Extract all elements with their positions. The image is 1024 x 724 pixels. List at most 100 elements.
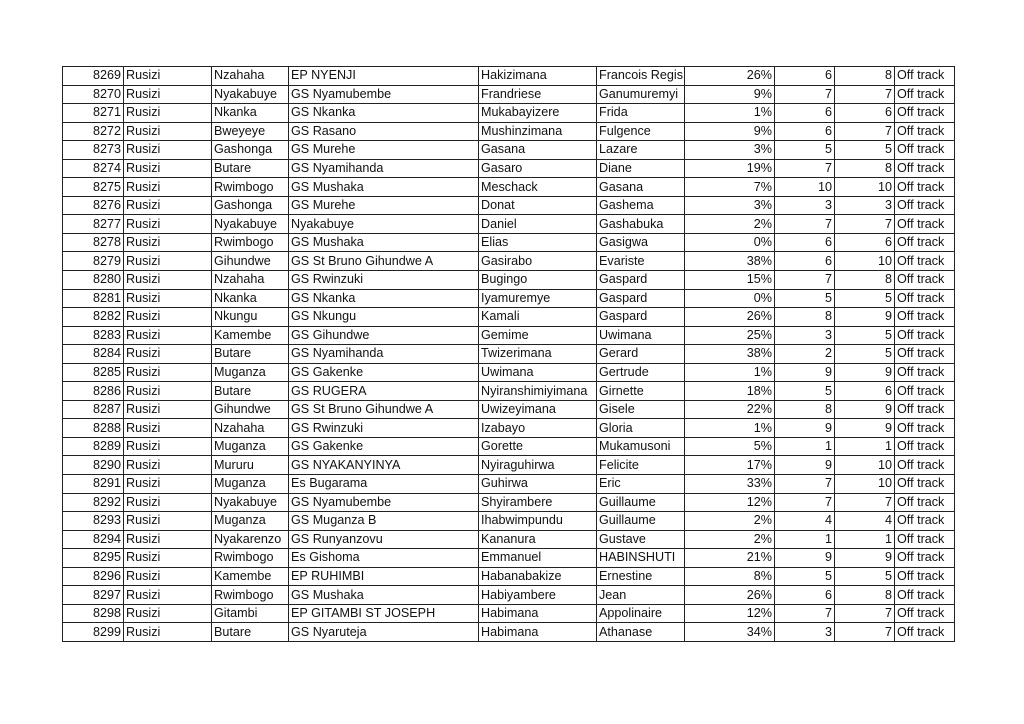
cell-value-1: 7: [774, 603, 835, 624]
table-row: 8298 Rusizi Gitambi EP GITAMBI ST JOSEPH Hab…: [62, 603, 955, 624]
table-row: 8296 Rusizi Kamembe EP RUHIMBI Habanabakize E…: [62, 566, 955, 587]
cell-value-2: 1: [834, 529, 895, 550]
cell-value-2: 6: [834, 232, 895, 253]
cell-status: Off track: [894, 103, 955, 123]
cell-last-name: Gorette: [478, 436, 597, 457]
cell-district: Rusizi: [123, 399, 212, 420]
cell-value-2: 6: [834, 381, 895, 401]
cell-status: Off track: [894, 585, 955, 605]
cell-district: Rusizi: [123, 474, 212, 494]
table-row: 8274 Rusizi Butare GS Nyamihanda Gasaro Diane…: [62, 158, 955, 179]
cell-row-id: 8286: [62, 381, 124, 401]
cell-status: Off track: [894, 436, 955, 457]
table-row: 8293 Rusizi Muganza GS Muganza B Ihabwimpund…: [62, 511, 955, 531]
cell-school: GS Nyamihanda: [288, 158, 479, 179]
cell-value-1: 4: [774, 511, 835, 531]
cell-row-id: 8281: [62, 288, 124, 309]
cell-percent: 38%: [684, 251, 775, 272]
cell-first-name: Mukamusoni: [596, 436, 685, 457]
cell-sector: Rwimbogo: [211, 548, 289, 568]
table-row: 8276 Rusizi Gashonga GS Murehe Donat Gashema 3…: [62, 195, 955, 216]
cell-first-name: Uwimana: [596, 325, 685, 346]
cell-school: GS Nkanka: [288, 288, 479, 309]
table-row: 8271 Rusizi Nkanka GS Nkanka Mukabayizere Fri…: [62, 103, 955, 123]
cell-value-1: 1: [774, 529, 835, 550]
cell-first-name: Guillaume: [596, 492, 685, 513]
cell-district: Rusizi: [123, 529, 212, 550]
cell-sector: Butare: [211, 158, 289, 179]
cell-sector: Nzahaha: [211, 66, 289, 86]
cell-value-2: 7: [834, 121, 895, 142]
cell-last-name: Gasaro: [478, 158, 597, 179]
cell-value-1: 10: [774, 177, 835, 197]
cell-value-2: 10: [834, 251, 895, 272]
cell-school: GS Mushaka: [288, 177, 479, 197]
cell-first-name: Francois Regis: [596, 66, 685, 86]
cell-value-2: 7: [834, 603, 895, 624]
cell-first-name: Gaspard: [596, 307, 685, 327]
cell-value-1: 7: [774, 158, 835, 179]
cell-row-id: 8274: [62, 158, 124, 179]
cell-district: Rusizi: [123, 381, 212, 401]
cell-status: Off track: [894, 622, 955, 642]
cell-district: Rusizi: [123, 603, 212, 624]
table-row: 8273 Rusizi Gashonga GS Murehe Gasana Lazare 3…: [62, 140, 955, 160]
table-row: 8282 Rusizi Nkungu GS Nkungu Kamali Gaspard 26…: [62, 307, 955, 327]
cell-school: GS Gakenke: [288, 436, 479, 457]
cell-percent: 2%: [684, 529, 775, 550]
cell-value-1: 8: [774, 399, 835, 420]
cell-last-name: Uwimana: [478, 362, 597, 383]
cell-status: Off track: [894, 251, 955, 272]
cell-value-1: 6: [774, 232, 835, 253]
cell-value-2: 9: [834, 307, 895, 327]
cell-value-1: 3: [774, 622, 835, 642]
cell-last-name: Twizerimana: [478, 344, 597, 364]
cell-status: Off track: [894, 381, 955, 401]
cell-sector: Gihundwe: [211, 399, 289, 420]
table-row: 8285 Rusizi Muganza GS Gakenke Uwimana Gertru…: [62, 362, 955, 383]
cell-percent: 26%: [684, 585, 775, 605]
table-row: 8278 Rusizi Rwimbogo GS Mushaka Elias Gasigwa…: [62, 232, 955, 253]
table-row: 8281 Rusizi Nkanka GS Nkanka Iyamuremye Gaspa…: [62, 288, 955, 309]
cell-district: Rusizi: [123, 436, 212, 457]
cell-value-1: 2: [774, 344, 835, 364]
cell-sector: Nyakabuye: [211, 84, 289, 105]
cell-value-1: 6: [774, 121, 835, 142]
cell-sector: Gihundwe: [211, 251, 289, 272]
cell-row-id: 8276: [62, 195, 124, 216]
cell-value-2: 8: [834, 158, 895, 179]
cell-row-id: 8270: [62, 84, 124, 105]
cell-percent: 8%: [684, 566, 775, 587]
cell-row-id: 8289: [62, 436, 124, 457]
table-row: 8270 Rusizi Nyakabuye GS Nyamubembe Frandrie…: [62, 84, 955, 105]
cell-value-1: 8: [774, 307, 835, 327]
cell-status: Off track: [894, 84, 955, 105]
table-row: 8287 Rusizi Gihundwe GS St Bruno Gihundwe A…: [62, 399, 955, 420]
cell-value-1: 3: [774, 195, 835, 216]
cell-first-name: Gustave: [596, 529, 685, 550]
table-row: 8283 Rusizi Kamembe GS Gihundwe Gemime Uwiman…: [62, 325, 955, 346]
cell-sector: Rwimbogo: [211, 177, 289, 197]
cell-value-2: 8: [834, 270, 895, 290]
cell-first-name: Fulgence: [596, 121, 685, 142]
cell-school: Nyakabuye: [288, 214, 479, 234]
cell-row-id: 8294: [62, 529, 124, 550]
cell-last-name: Donat: [478, 195, 597, 216]
table-row: 8292 Rusizi Nyakabuye GS Nyamubembe Shyiramb…: [62, 492, 955, 513]
cell-last-name: Iyamuremye: [478, 288, 597, 309]
cell-value-1: 3: [774, 325, 835, 346]
cell-value-2: 5: [834, 140, 895, 160]
cell-percent: 25%: [684, 325, 775, 346]
cell-school: GS St Bruno Gihundwe A: [288, 251, 479, 272]
cell-status: Off track: [894, 288, 955, 309]
cell-first-name: Gashema: [596, 195, 685, 216]
cell-first-name: Gaspard: [596, 288, 685, 309]
cell-value-2: 4: [834, 511, 895, 531]
cell-first-name: Gloria: [596, 418, 685, 438]
cell-school: GS Nyaruteja: [288, 622, 479, 642]
cell-value-1: 9: [774, 455, 835, 476]
cell-first-name: HABINSHUTI: [596, 548, 685, 568]
cell-percent: 18%: [684, 381, 775, 401]
cell-status: Off track: [894, 455, 955, 476]
cell-sector: Kamembe: [211, 566, 289, 587]
